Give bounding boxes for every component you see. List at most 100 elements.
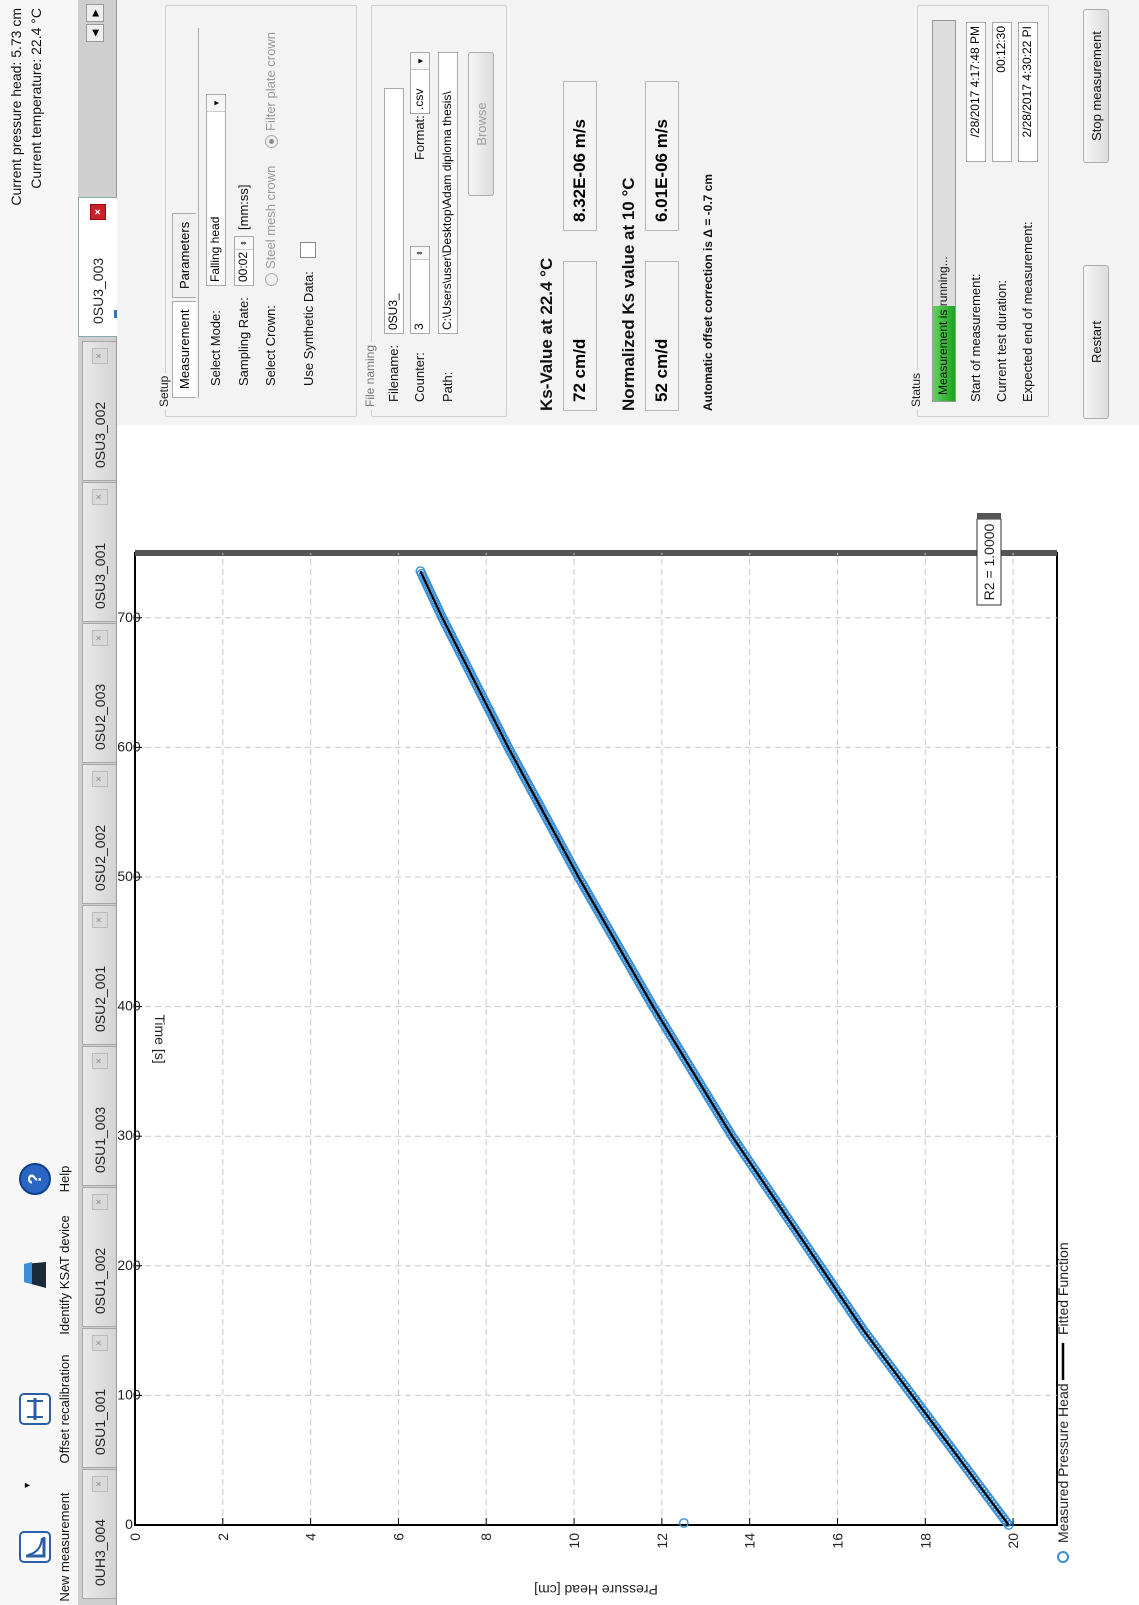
y-tick-label: 10	[566, 1533, 582, 1549]
duration-value: 00:12:30	[992, 22, 1012, 162]
measured-point	[705, 1095, 715, 1105]
start-label: Start of measurement:	[968, 273, 983, 402]
filename-input[interactable]: 0SU3_	[384, 88, 404, 334]
tab-0su2-002[interactable]: 0SU2_002 ×	[82, 764, 116, 904]
scroll-right-icon[interactable]: ▶	[86, 4, 104, 22]
measured-point	[716, 1113, 726, 1123]
measured-point	[727, 1131, 738, 1142]
browse-button[interactable]: Browse	[468, 52, 494, 196]
close-icon[interactable]: ×	[91, 912, 108, 928]
synthetic-label: Use Synthetic Data:	[301, 271, 316, 386]
offset-recalibration-icon	[17, 1392, 53, 1426]
legend-measured: Measured Pressure Head	[1055, 1383, 1071, 1543]
tab-0su1-001[interactable]: 0SU1_001 ×	[82, 1328, 116, 1468]
start-value: /28/2017 4:17:48 PM	[966, 22, 986, 162]
radio-icon	[265, 273, 279, 286]
y-tick-label: 12	[654, 1533, 670, 1549]
end-label: Expected end of measurement:	[1020, 221, 1035, 402]
measured-point	[663, 1027, 674, 1038]
device-status: Current pressure head: 5.73 cm Current t…	[6, 8, 46, 206]
counter-stepper[interactable]: 3 ⇕	[410, 246, 430, 334]
measured-point	[660, 1022, 671, 1033]
scroll-left-icon[interactable]: ◀	[86, 24, 104, 42]
measured-point	[719, 1118, 730, 1129]
tab-0su3-003[interactable]: 0SU3_003 ×	[78, 197, 117, 337]
help-label: Help	[57, 1165, 72, 1193]
tab-0su3-001[interactable]: 0SU3_001 ×	[82, 482, 116, 622]
measured-point	[725, 1128, 736, 1139]
tab-measurement[interactable]: Measurement	[172, 300, 196, 398]
measured-point	[649, 1004, 660, 1015]
sampling-rate-stepper[interactable]: 00:02 ⇕	[234, 236, 254, 286]
stepper-icon[interactable]: ⇕	[235, 237, 253, 250]
end-value: 2/28/2017 4:30:22 PI	[1018, 22, 1038, 162]
y-tick-label: 16	[829, 1533, 845, 1549]
filename-label: Filename:	[386, 344, 401, 402]
path-input[interactable]: C:\Users\user\Desktop\Adam diploma thesi…	[438, 52, 458, 334]
offset-recalibration-button[interactable]: Offset recalibration	[0, 1345, 78, 1473]
progress-text: Measurement is running...	[936, 256, 950, 395]
dropdown-arrow-icon[interactable]: ▼	[22, 1481, 32, 1490]
measured-point	[709, 1102, 720, 1113]
help-icon: ?	[17, 1162, 53, 1196]
tab-scroll-buttons: ◀ ▶	[86, 4, 104, 42]
close-icon[interactable]: ×	[91, 1335, 108, 1351]
crown-option-filter[interactable]: Filter plate crown	[263, 32, 279, 148]
legend-fitted: Fitted Function	[1055, 1242, 1071, 1335]
tab-0su3-002[interactable]: 0SU3_002 ×	[82, 341, 116, 481]
close-icon[interactable]: ×	[90, 204, 106, 220]
counter-value: 3	[412, 323, 426, 330]
measured-point	[728, 1133, 739, 1144]
measured-point	[662, 1025, 673, 1035]
tab-0su1-002[interactable]: 0SU1_002 ×	[82, 1187, 116, 1327]
new-measurement-button[interactable]: New measurement ▼	[0, 1481, 78, 1603]
synthetic-checkbox[interactable]	[300, 242, 316, 258]
crown-option-steel[interactable]: Steel mesh crown	[263, 166, 279, 286]
y-tick-label: 0	[127, 1533, 143, 1541]
identify-device-button[interactable]: Identify KSAT device	[0, 1207, 78, 1343]
help-button[interactable]: ? Help	[0, 1151, 78, 1207]
tab-0uh3-004[interactable]: 0UH3_004 ×	[82, 1469, 116, 1599]
setup-group: Setup Measurement Parameters Select Mode…	[157, 5, 357, 417]
measured-point	[689, 1069, 700, 1079]
stop-measurement-button[interactable]: Stop measurement	[1083, 9, 1109, 163]
measurement-view: 0 100 200 300 400 500 600 700 0 2 4 6 8 10 12 14 16 18 20 …	[117, 0, 1139, 1605]
close-icon[interactable]: ×	[91, 348, 108, 364]
tab-label: 0SU2_002	[91, 824, 108, 891]
format-combo[interactable]: .csv ▼	[410, 52, 430, 114]
file-naming-group: File naming Filename: 0SU3_ Counter: 3 ⇕…	[363, 5, 507, 417]
measured-point	[679, 1053, 690, 1064]
measured-point	[694, 1076, 704, 1087]
measured-point	[712, 1107, 723, 1118]
stepper-icon[interactable]: ⇕	[411, 247, 429, 260]
temperature-readout: Current temperature: 22.4 °C	[28, 8, 44, 189]
close-icon[interactable]: ×	[91, 1053, 108, 1069]
ks-cmd-value: 72 cm/d	[563, 261, 597, 411]
select-mode-combo[interactable]: Falling head ▼	[206, 94, 226, 286]
measured-point	[682, 1058, 693, 1069]
close-icon[interactable]: ×	[91, 771, 108, 787]
chevron-down-icon: ▼	[207, 95, 225, 112]
measured-point	[654, 1012, 665, 1022]
tab-parameters[interactable]: Parameters	[172, 212, 196, 298]
restart-button[interactable]: Restart	[1083, 265, 1109, 419]
y-tick-label: 14	[742, 1533, 758, 1549]
identify-device-label: Identify KSAT device	[57, 1215, 72, 1335]
close-icon[interactable]: ×	[91, 489, 108, 505]
r2-box-shadow	[977, 513, 1001, 519]
normalized-ks-ms-value: 6.01E-06 m/s	[645, 81, 679, 231]
tab-0su2-001[interactable]: 0SU2_001 ×	[82, 905, 116, 1045]
tab-0su2-003[interactable]: 0SU2_003 ×	[82, 623, 116, 763]
measured-point	[717, 1115, 728, 1126]
close-icon[interactable]: ×	[91, 1476, 108, 1492]
close-icon[interactable]: ×	[91, 630, 108, 646]
filename-value: 0SU3_	[386, 293, 400, 330]
measured-point	[714, 1110, 725, 1121]
sampling-rate-unit: [mm:ss]	[236, 184, 251, 231]
measured-point	[657, 1017, 668, 1028]
setup-title: Setup	[157, 372, 171, 410]
close-icon[interactable]: ×	[91, 1194, 108, 1210]
measured-point	[651, 1006, 662, 1017]
tab-label: 0UH3_004	[91, 1519, 108, 1586]
tab-0su1-003[interactable]: 0SU1_003 ×	[82, 1046, 116, 1186]
